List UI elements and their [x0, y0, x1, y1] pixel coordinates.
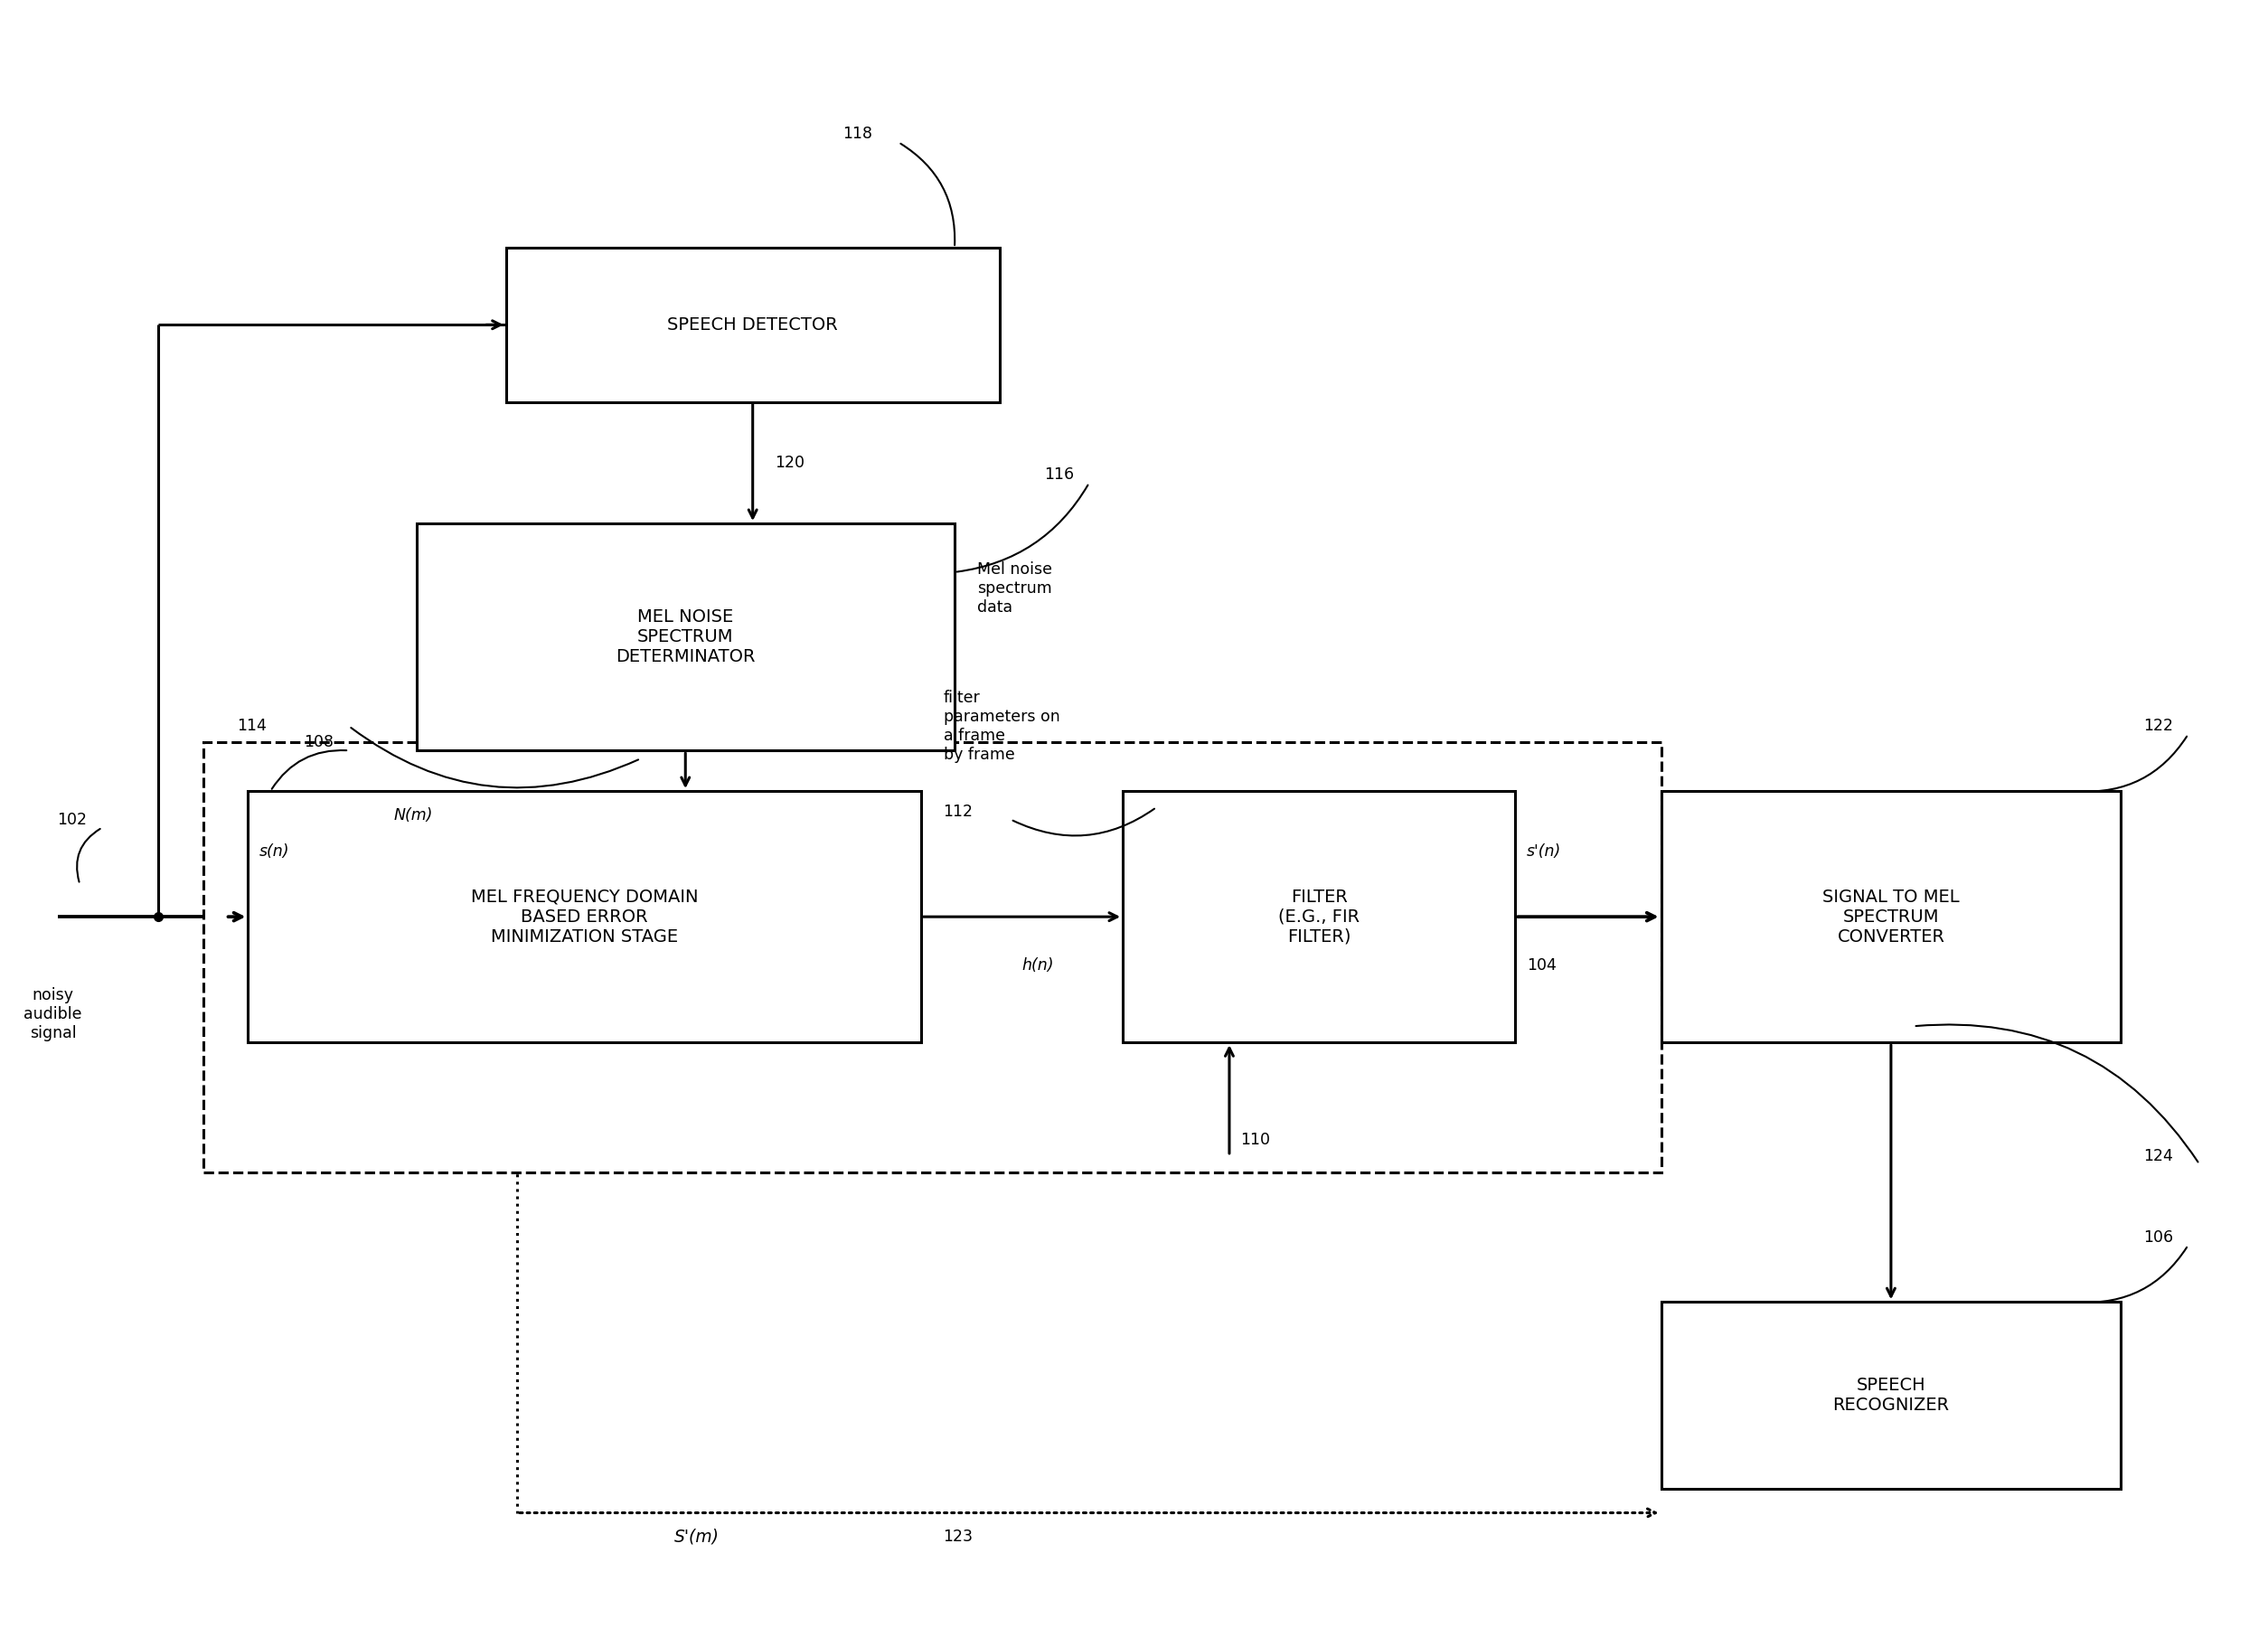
- Text: 122: 122: [2143, 718, 2173, 735]
- Text: 110: 110: [1241, 1131, 1270, 1148]
- Text: 106: 106: [2143, 1229, 2173, 1245]
- Text: 116: 116: [1043, 466, 1075, 483]
- Text: s(n): s(n): [259, 843, 290, 860]
- Text: N(m): N(m): [395, 807, 433, 824]
- Text: 108: 108: [304, 735, 333, 751]
- Text: 112: 112: [943, 804, 973, 820]
- Text: SPEECH
RECOGNIZER: SPEECH RECOGNIZER: [1833, 1377, 1948, 1413]
- Bar: [1123, 791, 1515, 1043]
- Text: FILTER
(E.G., FIR
FILTER): FILTER (E.G., FIR FILTER): [1279, 888, 1361, 945]
- Text: 123: 123: [943, 1528, 973, 1545]
- Text: 124: 124: [2143, 1148, 2173, 1164]
- Text: 120: 120: [776, 455, 805, 471]
- Text: s'(n): s'(n): [1526, 843, 1560, 860]
- Text: 104: 104: [1526, 957, 1556, 973]
- Text: 114: 114: [236, 718, 268, 735]
- Text: filter
parameters on
a frame
by frame: filter parameters on a frame by frame: [943, 690, 1059, 763]
- Text: SIGNAL TO MEL
SPECTRUM
CONVERTER: SIGNAL TO MEL SPECTRUM CONVERTER: [1823, 888, 1960, 945]
- Text: Mel noise
spectrum
data: Mel noise spectrum data: [978, 562, 1052, 616]
- Text: noisy
audible
signal: noisy audible signal: [23, 987, 82, 1041]
- Text: 118: 118: [841, 127, 873, 142]
- Bar: [204, 743, 1660, 1173]
- Bar: [1660, 791, 2121, 1043]
- Bar: [417, 524, 955, 751]
- Text: 102: 102: [57, 812, 86, 827]
- Bar: [506, 247, 1000, 402]
- Bar: [247, 791, 921, 1043]
- Text: MEL FREQUENCY DOMAIN
BASED ERROR
MINIMIZATION STAGE: MEL FREQUENCY DOMAIN BASED ERROR MINIMIZ…: [472, 888, 699, 945]
- Text: SPEECH DETECTOR: SPEECH DETECTOR: [667, 316, 837, 333]
- Text: S'(m): S'(m): [674, 1528, 719, 1547]
- Text: MEL NOISE
SPECTRUM
DETERMINATOR: MEL NOISE SPECTRUM DETERMINATOR: [615, 608, 755, 665]
- Bar: [1660, 1303, 2121, 1489]
- Text: h(n): h(n): [1023, 957, 1055, 973]
